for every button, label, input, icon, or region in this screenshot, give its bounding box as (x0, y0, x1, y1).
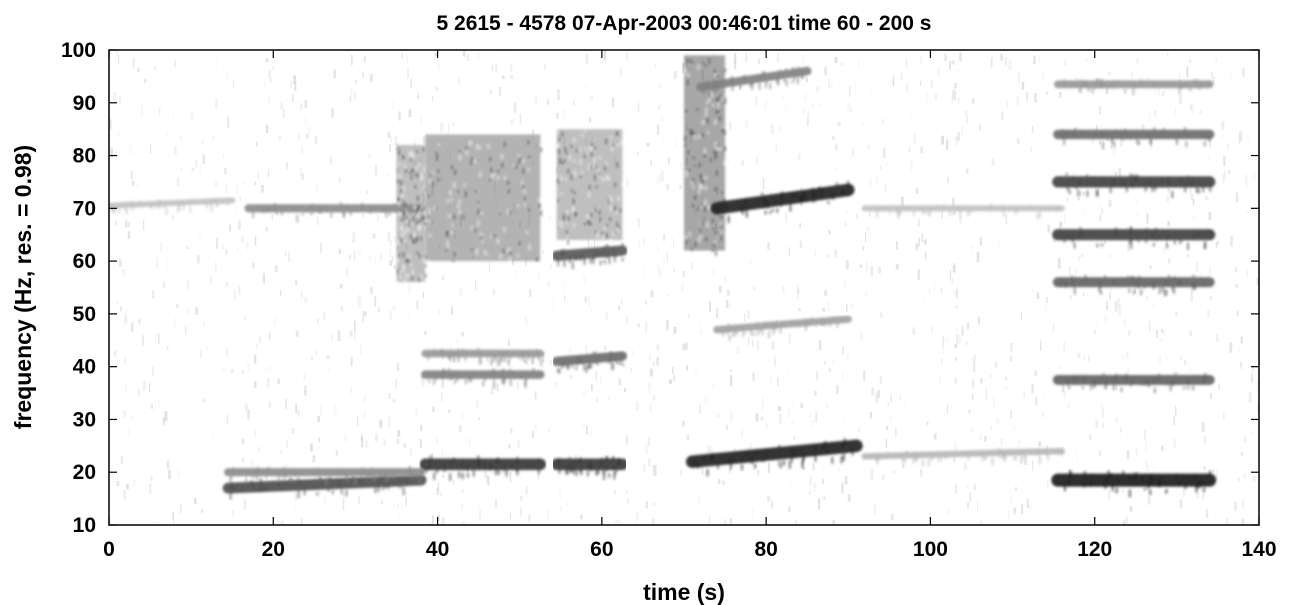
spectral-component (1052, 372, 1215, 394)
x-tick-label: 80 (754, 538, 777, 561)
x-tick-label: 0 (103, 538, 115, 561)
y-tick-label: 50 (73, 303, 96, 326)
x-tick-label: 140 (1241, 538, 1276, 561)
y-tick-label: 40 (73, 356, 96, 379)
x-tick-label: 40 (426, 538, 449, 561)
y-tick-label: 20 (73, 461, 96, 484)
chart-title: 5 2615 - 4578 07-Apr-2003 00:46:01 time … (437, 12, 932, 35)
y-tick-label: 80 (73, 145, 96, 168)
y-axis-ticks: 10 20 30 40 50 60 70 80 90 100 (61, 39, 1259, 537)
y-tick-label: 70 (73, 197, 96, 220)
spectral-component (1054, 78, 1214, 96)
y-tick-label: 90 (73, 92, 96, 115)
spectral-components (109, 55, 1217, 500)
spectral-component (396, 145, 427, 285)
y-tick-label: 100 (61, 39, 96, 62)
spectral-component (1052, 226, 1216, 250)
spectral-component (713, 315, 852, 341)
spectral-component (552, 351, 628, 374)
spectral-component (224, 465, 426, 485)
x-tick-label: 20 (262, 538, 285, 561)
spectral-component (685, 438, 863, 477)
spectral-component (222, 474, 427, 500)
spectral-component (1053, 127, 1215, 150)
x-axis-ticks: 0 20 40 60 80 100 120 140 (103, 50, 1277, 561)
x-tick-label: 100 (913, 538, 948, 561)
plot-frame (108, 49, 1260, 526)
spectral-component (419, 455, 547, 481)
x-tick-label: 120 (1077, 538, 1112, 561)
spectral-component (551, 242, 628, 270)
spectral-component (1051, 469, 1217, 498)
spectral-component (696, 66, 812, 98)
spectral-component (710, 181, 855, 224)
spectral-component (556, 129, 624, 245)
spectral-component (1052, 173, 1216, 199)
spectral-component (861, 447, 1066, 467)
spectral-component (425, 134, 543, 265)
y-tick-label: 30 (73, 408, 96, 431)
spectral-component (421, 367, 545, 389)
y-tick-label: 60 (73, 250, 96, 273)
x-axis-label: time (s) (643, 579, 725, 605)
spectral-component (550, 455, 629, 480)
spectral-component (421, 347, 545, 367)
y-axis-label: frequency (Hz, res. = 0.98) (10, 145, 36, 429)
spectral-component (861, 203, 1065, 219)
x-tick-label: 60 (590, 538, 613, 561)
y-tick-label: 10 (73, 514, 96, 537)
spectral-component (109, 197, 236, 216)
spectral-component (1052, 274, 1215, 297)
